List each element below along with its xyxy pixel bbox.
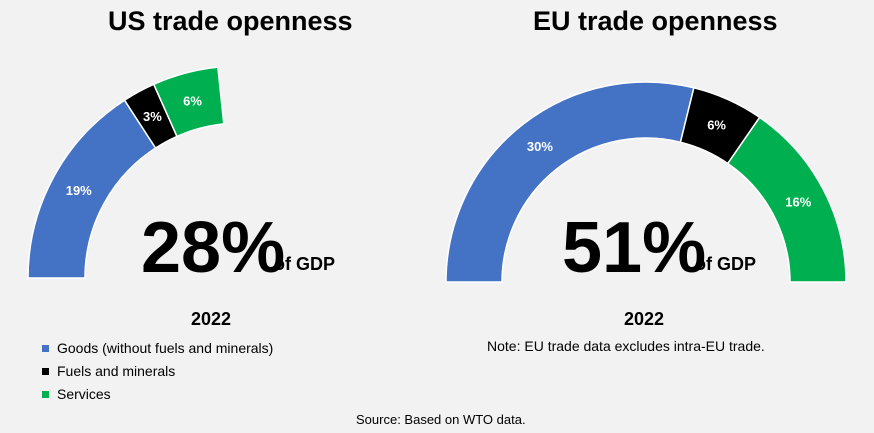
us-total-value: 28% [141,208,286,288]
eu-total-value: 51% [562,208,707,288]
us-arc-segment-2 [152,66,225,138]
source-note: Source: Based on WTO data. [356,412,526,427]
eu-arc-segment-2 [726,116,847,283]
us-segment-label-1: 3% [143,109,162,124]
legend-item-services: Services [42,386,111,402]
legend-item-goods: Goods (without fuels and minerals) [42,340,273,356]
us-segment-label-2: 6% [183,93,202,108]
legend-label-goods: Goods (without fuels and minerals) [57,340,274,356]
legend-swatch-fuels [42,367,49,375]
legend-swatch-services [42,390,49,398]
eu-segment-label-2: 16% [785,195,811,210]
legend-label-services: Services [57,386,111,402]
legend-swatch-goods [42,344,49,352]
eu-year: 2022 [624,309,665,329]
eu-chart-title: EU trade openness [533,6,778,36]
legend-label-fuels: Fuels and minerals [57,363,176,379]
us-year: 2022 [191,309,232,329]
eu-note: Note: EU trade data excludes intra-EU tr… [487,338,765,354]
us-segment-label-0: 19% [66,183,92,198]
eu-segment-label-0: 30% [527,139,553,154]
us-total-unit: of GDP [274,254,335,274]
us-chart-title: US trade openness [108,6,353,36]
us-arc-segment-0 [27,99,157,279]
eu-total-unit: of GDP [695,254,756,274]
legend-item-fuels: Fuels and minerals [42,363,175,379]
eu-segment-label-1: 6% [707,118,726,133]
